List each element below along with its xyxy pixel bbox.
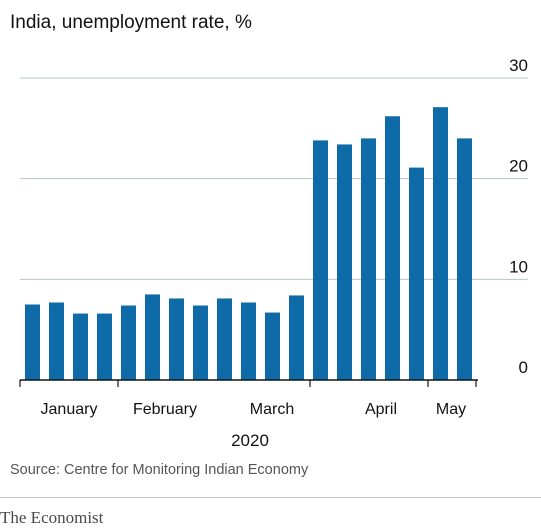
x-tick-label: April — [365, 401, 397, 418]
bar — [169, 298, 184, 380]
bar — [361, 138, 376, 380]
bar — [385, 116, 400, 381]
chart-subtitle: India, unemployment rate, % — [10, 12, 252, 33]
bar — [265, 312, 280, 380]
y-tick-label: 10 — [509, 257, 528, 276]
bar — [241, 302, 256, 380]
bar — [313, 140, 328, 380]
bar — [217, 298, 232, 380]
bar — [337, 144, 352, 380]
x-tick-label: May — [436, 401, 466, 418]
bar — [409, 167, 424, 380]
y-tick-label: 0 — [519, 358, 528, 377]
x-tick-label: February — [133, 401, 197, 418]
bar — [97, 313, 112, 380]
bar — [121, 305, 136, 380]
chart-source: Source: Centre for Monitoring Indian Eco… — [10, 462, 309, 478]
bar — [73, 313, 88, 380]
bar — [457, 138, 472, 380]
footer-divider — [0, 497, 541, 498]
publisher-brand: The Economist — [0, 508, 104, 527]
bar — [433, 107, 448, 381]
bar — [193, 305, 208, 380]
x-tick-label: March — [250, 401, 294, 418]
bar-chart: 0 10 20 30 January February March April May 2020 — [19, 56, 528, 450]
bar — [25, 304, 40, 380]
y-tick-label: 30 — [509, 56, 528, 75]
bar — [49, 302, 64, 380]
x-tick-label: January — [41, 401, 98, 418]
x-axis-title: 2020 — [231, 431, 269, 450]
bar — [145, 294, 160, 380]
bar — [289, 295, 304, 380]
y-tick-label: 20 — [509, 157, 528, 176]
